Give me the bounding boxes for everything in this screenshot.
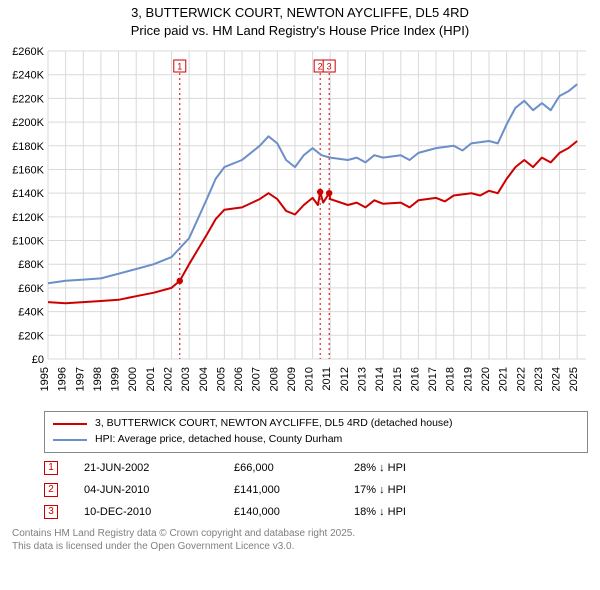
svg-text:2023: 2023	[533, 367, 545, 391]
svg-text:1: 1	[177, 62, 182, 72]
title-block: 3, BUTTERWICK COURT, NEWTON AYCLIFFE, DL…	[0, 0, 600, 41]
svg-text:1998: 1998	[92, 367, 104, 391]
svg-text:£220K: £220K	[12, 93, 44, 105]
svg-text:2022: 2022	[515, 367, 527, 391]
svg-text:2024: 2024	[551, 367, 563, 391]
chart-area: £0 £20K £40K £60K £80K £100K £120K £140K £160K £1…	[8, 45, 592, 405]
svg-text:2025: 2025	[568, 367, 580, 391]
svg-text:3: 3	[327, 62, 332, 72]
svg-text:£160K: £160K	[12, 165, 44, 177]
svg-text:2009: 2009	[286, 367, 298, 391]
svg-text:£180K: £180K	[12, 141, 44, 153]
title-line-1: 3, BUTTERWICK COURT, NEWTON AYCLIFFE, DL…	[0, 4, 600, 22]
svg-text:£120K: £120K	[12, 212, 44, 224]
footer-line-2: This data is licensed under the Open Gov…	[12, 540, 588, 553]
sale-marker-box: 1	[44, 461, 58, 475]
sale-marker-box: 3	[44, 505, 58, 519]
legend-row: 3, BUTTERWICK COURT, NEWTON AYCLIFFE, DL…	[53, 416, 579, 432]
sales-table: 1 21-JUN-2002£66,00028% ↓ HPI 2 04-JUN-2010…	[44, 457, 588, 523]
legend: 3, BUTTERWICK COURT, NEWTON AYCLIFFE, DL…	[44, 411, 588, 453]
svg-text:£100K: £100K	[12, 236, 44, 248]
svg-text:£260K: £260K	[12, 46, 44, 58]
svg-text:2015: 2015	[392, 367, 404, 391]
footer-line-1: Contains HM Land Registry data © Crown c…	[12, 527, 588, 540]
chart-container: 3, BUTTERWICK COURT, NEWTON AYCLIFFE, DL…	[0, 0, 600, 590]
svg-text:1999: 1999	[110, 367, 122, 391]
sales-row: 1 21-JUN-2002£66,00028% ↓ HPI	[44, 457, 588, 479]
legend-row: HPI: Average price, detached house, Coun…	[53, 432, 579, 448]
svg-text:2012: 2012	[339, 367, 351, 391]
svg-text:2006: 2006	[233, 367, 245, 391]
legend-swatch	[53, 439, 87, 441]
svg-text:2004: 2004	[198, 367, 210, 391]
svg-text:2003: 2003	[180, 367, 192, 391]
sale-diff: 18% ↓ HPI	[354, 506, 474, 518]
title-line-2: Price paid vs. HM Land Registry's House …	[0, 22, 600, 40]
svg-text:2016: 2016	[409, 367, 421, 391]
sale-price: £66,000	[234, 462, 354, 474]
svg-text:2017: 2017	[427, 367, 439, 391]
svg-text:2018: 2018	[445, 367, 457, 391]
svg-text:2: 2	[318, 62, 323, 72]
footer: Contains HM Land Registry data © Crown c…	[12, 527, 588, 553]
sales-row: 2 04-JUN-2010£141,00017% ↓ HPI	[44, 479, 588, 501]
svg-text:2010: 2010	[304, 367, 316, 391]
svg-text:£0: £0	[32, 354, 44, 366]
legend-label: 3, BUTTERWICK COURT, NEWTON AYCLIFFE, DL…	[95, 416, 453, 432]
svg-text:2008: 2008	[268, 367, 280, 391]
chart-svg: £0 £20K £40K £60K £80K £100K £120K £140K £160K £1…	[8, 45, 592, 405]
svg-text:£240K: £240K	[12, 70, 44, 82]
svg-text:2013: 2013	[357, 367, 369, 391]
svg-text:2019: 2019	[462, 367, 474, 391]
svg-text:1997: 1997	[74, 367, 86, 391]
svg-text:£200K: £200K	[12, 117, 44, 129]
svg-text:£140K: £140K	[12, 188, 44, 200]
svg-text:£20K: £20K	[18, 330, 44, 342]
sale-price: £140,000	[234, 506, 354, 518]
svg-text:2011: 2011	[321, 367, 333, 391]
sale-date: 10-DEC-2010	[84, 506, 234, 518]
svg-text:£40K: £40K	[18, 307, 44, 319]
svg-text:£60K: £60K	[18, 283, 44, 295]
sale-marker-box: 2	[44, 483, 58, 497]
svg-text:2005: 2005	[215, 367, 227, 391]
svg-text:2020: 2020	[480, 367, 492, 391]
svg-text:2007: 2007	[251, 367, 263, 391]
svg-text:1995: 1995	[39, 367, 51, 391]
sale-diff: 28% ↓ HPI	[354, 462, 474, 474]
svg-text:2001: 2001	[145, 367, 157, 391]
svg-text:2002: 2002	[162, 367, 174, 391]
sale-diff: 17% ↓ HPI	[354, 484, 474, 496]
svg-text:2014: 2014	[374, 367, 386, 391]
svg-text:£80K: £80K	[18, 259, 44, 271]
legend-label: HPI: Average price, detached house, Coun…	[95, 432, 342, 448]
svg-text:1996: 1996	[57, 367, 69, 391]
legend-swatch	[53, 423, 87, 425]
sale-date: 04-JUN-2010	[84, 484, 234, 496]
svg-text:2000: 2000	[127, 367, 139, 391]
sale-price: £141,000	[234, 484, 354, 496]
svg-text:2021: 2021	[498, 367, 510, 391]
sale-date: 21-JUN-2002	[84, 462, 234, 474]
sales-row: 3 10-DEC-2010£140,00018% ↓ HPI	[44, 501, 588, 523]
